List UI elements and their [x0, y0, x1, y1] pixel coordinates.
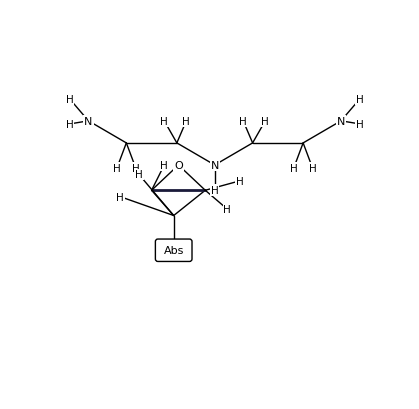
Text: Abs: Abs: [163, 246, 184, 256]
Text: H: H: [239, 117, 247, 126]
Text: H: H: [66, 94, 73, 104]
Text: H: H: [116, 192, 124, 202]
Text: H: H: [132, 164, 140, 174]
Text: H: H: [66, 120, 73, 130]
Text: H: H: [309, 164, 316, 174]
FancyBboxPatch shape: [155, 239, 192, 262]
Text: H: H: [160, 117, 168, 126]
Text: N: N: [211, 161, 219, 171]
Text: H: H: [135, 170, 143, 180]
Text: H: H: [356, 120, 364, 130]
Text: O: O: [174, 161, 183, 171]
Text: H: H: [261, 117, 269, 126]
Text: H: H: [182, 117, 190, 126]
Text: N: N: [84, 117, 93, 126]
Text: N: N: [337, 117, 345, 126]
Text: H: H: [236, 176, 244, 187]
Text: H: H: [211, 186, 219, 196]
Text: H: H: [356, 94, 364, 104]
Text: H: H: [160, 161, 168, 171]
Text: H: H: [290, 164, 297, 174]
Text: H: H: [113, 164, 121, 174]
Text: H: H: [223, 205, 231, 215]
